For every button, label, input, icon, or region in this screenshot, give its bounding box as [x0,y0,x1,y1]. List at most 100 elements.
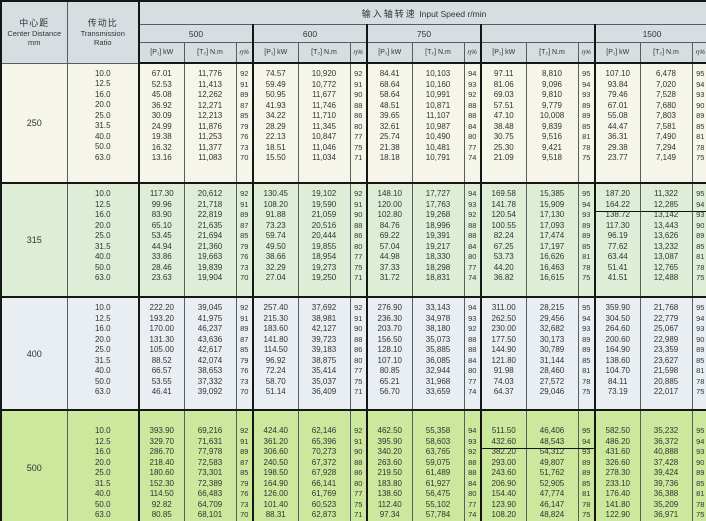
value: 93 [696,90,705,99]
value: 94 [696,436,705,446]
value: 80 [468,489,477,498]
value: 88 [468,457,477,467]
value: 20.0 [94,457,111,467]
ratio-cell: 10.0 12.5 16.0 20.0 25.0 31.5 40.0 50.0 63.0 [66,409,140,521]
value: 85 [240,345,249,354]
value: 19.38 [151,132,172,141]
speed-header-750: 750 [366,24,482,43]
value: 39,045 [197,303,223,312]
value: 10.0 [94,189,111,198]
value: 65.10 [151,220,172,230]
value: 104.70 [605,366,630,375]
value: 200.60 [605,334,630,344]
value: 11,253 [198,132,222,141]
eta-col-header: η% [235,42,254,64]
value: 93 [582,447,591,456]
torque-cell: 62,146 65,396 70,273 67,372 67,928 66,141 61,7… [297,409,351,521]
speed-header-1500: 1500 [593,24,706,43]
value: 9,421 [541,142,563,152]
value: 85 [696,241,705,251]
efficiency-cell: 92 91 90 88 86 80 77 75 71 [349,409,368,521]
value: 40.0 [94,489,111,498]
value: 86 [354,345,363,354]
value: 95 [582,303,591,312]
value: 42,617 [197,345,223,354]
value: 80 [468,252,477,261]
value: 22,819 [197,210,223,219]
value: 39,723 [311,334,337,344]
group-row-315: 315 10.0 12.5 16.0 20.0 25.0 31.5 40.0 50.0 63.0 1… [0,182,706,298]
value: 35,232 [653,426,679,435]
power-cell: 148.10 120.00 102.80 84.76 69.22 57.04 44.98 37… [366,182,413,298]
value: 148.10 [377,189,402,198]
value: 77 [468,142,477,152]
value: 71 [354,387,363,396]
torque-cell: 10,920 10,772 11,677 11,746 11,710 11,345 10,8… [297,62,351,184]
value: 144.90 [491,345,516,354]
value: 156.50 [377,334,402,344]
value: 36,409 [311,387,337,396]
value: 25.0 [94,110,111,120]
value: 93 [696,447,705,456]
value: 52,905 [539,478,565,488]
value: 24.99 [151,121,172,131]
value: 78 [696,499,705,509]
value: 70,273 [311,447,337,456]
value: 80.85 [379,366,400,375]
value: 22.13 [265,132,286,141]
value: 89 [582,231,591,240]
value: 69,216 [197,426,223,435]
value: 90 [354,210,363,219]
value: 18.51 [265,142,286,152]
value: 27.04 [265,273,286,282]
value: 52.53 [151,79,172,89]
value: 94 [582,313,591,323]
value: 75 [696,510,705,519]
value: 64,709 [197,499,223,509]
value: 81 [696,132,705,141]
value: 77 [354,132,363,141]
value: 33,143 [425,303,451,312]
value: 89 [240,447,249,456]
value: 88 [468,220,477,230]
value: 21.09 [493,153,514,162]
torque-cell: 55,358 58,603 63,765 59,075 61,489 61,927 56,4… [411,409,465,521]
value: 85 [582,355,591,365]
value: 36,388 [653,489,679,498]
value: 107.10 [377,355,402,365]
value: 91.88 [265,210,286,219]
value: 89 [240,210,249,219]
value: 92 [354,69,363,78]
value: 63.0 [94,273,111,282]
value: 93 [468,79,477,89]
efficiency-cell: 95 94 93 90 89 85 81 78 75 [691,62,706,184]
value: 276.90 [377,303,402,312]
value: 31,968 [425,376,451,386]
value: 94 [468,69,477,78]
value: 233.10 [605,478,630,488]
efficiency-cell: 95 94 93 90 89 85 81 78 75 [691,409,706,521]
value: 33,659 [425,387,451,396]
value: 84.11 [608,376,628,386]
value: 10,847 [311,132,337,141]
value: 10,991 [425,90,451,99]
value: 76 [240,489,249,498]
value: 19,102 [311,189,337,198]
efficiency-cell: 95 94 93 89 89 85 81 78 75 [577,62,596,184]
value: 11,046 [312,142,336,152]
value: 89 [696,345,705,354]
ratio-label-en: Transmission [80,29,125,39]
eta-col-header: η% [463,42,482,64]
value: 141.80 [605,499,630,509]
value: 19,904 [197,273,223,282]
value: 359.90 [605,303,630,312]
value: 9,096 [541,79,563,89]
value: 94 [582,79,591,89]
value: 38,875 [311,355,337,365]
value: 93 [468,313,477,323]
value: 22,779 [653,313,679,323]
value: 88.52 [151,355,172,365]
value: 95 [696,69,705,78]
value: 35,037 [311,376,337,386]
value: 11,083 [198,153,222,162]
